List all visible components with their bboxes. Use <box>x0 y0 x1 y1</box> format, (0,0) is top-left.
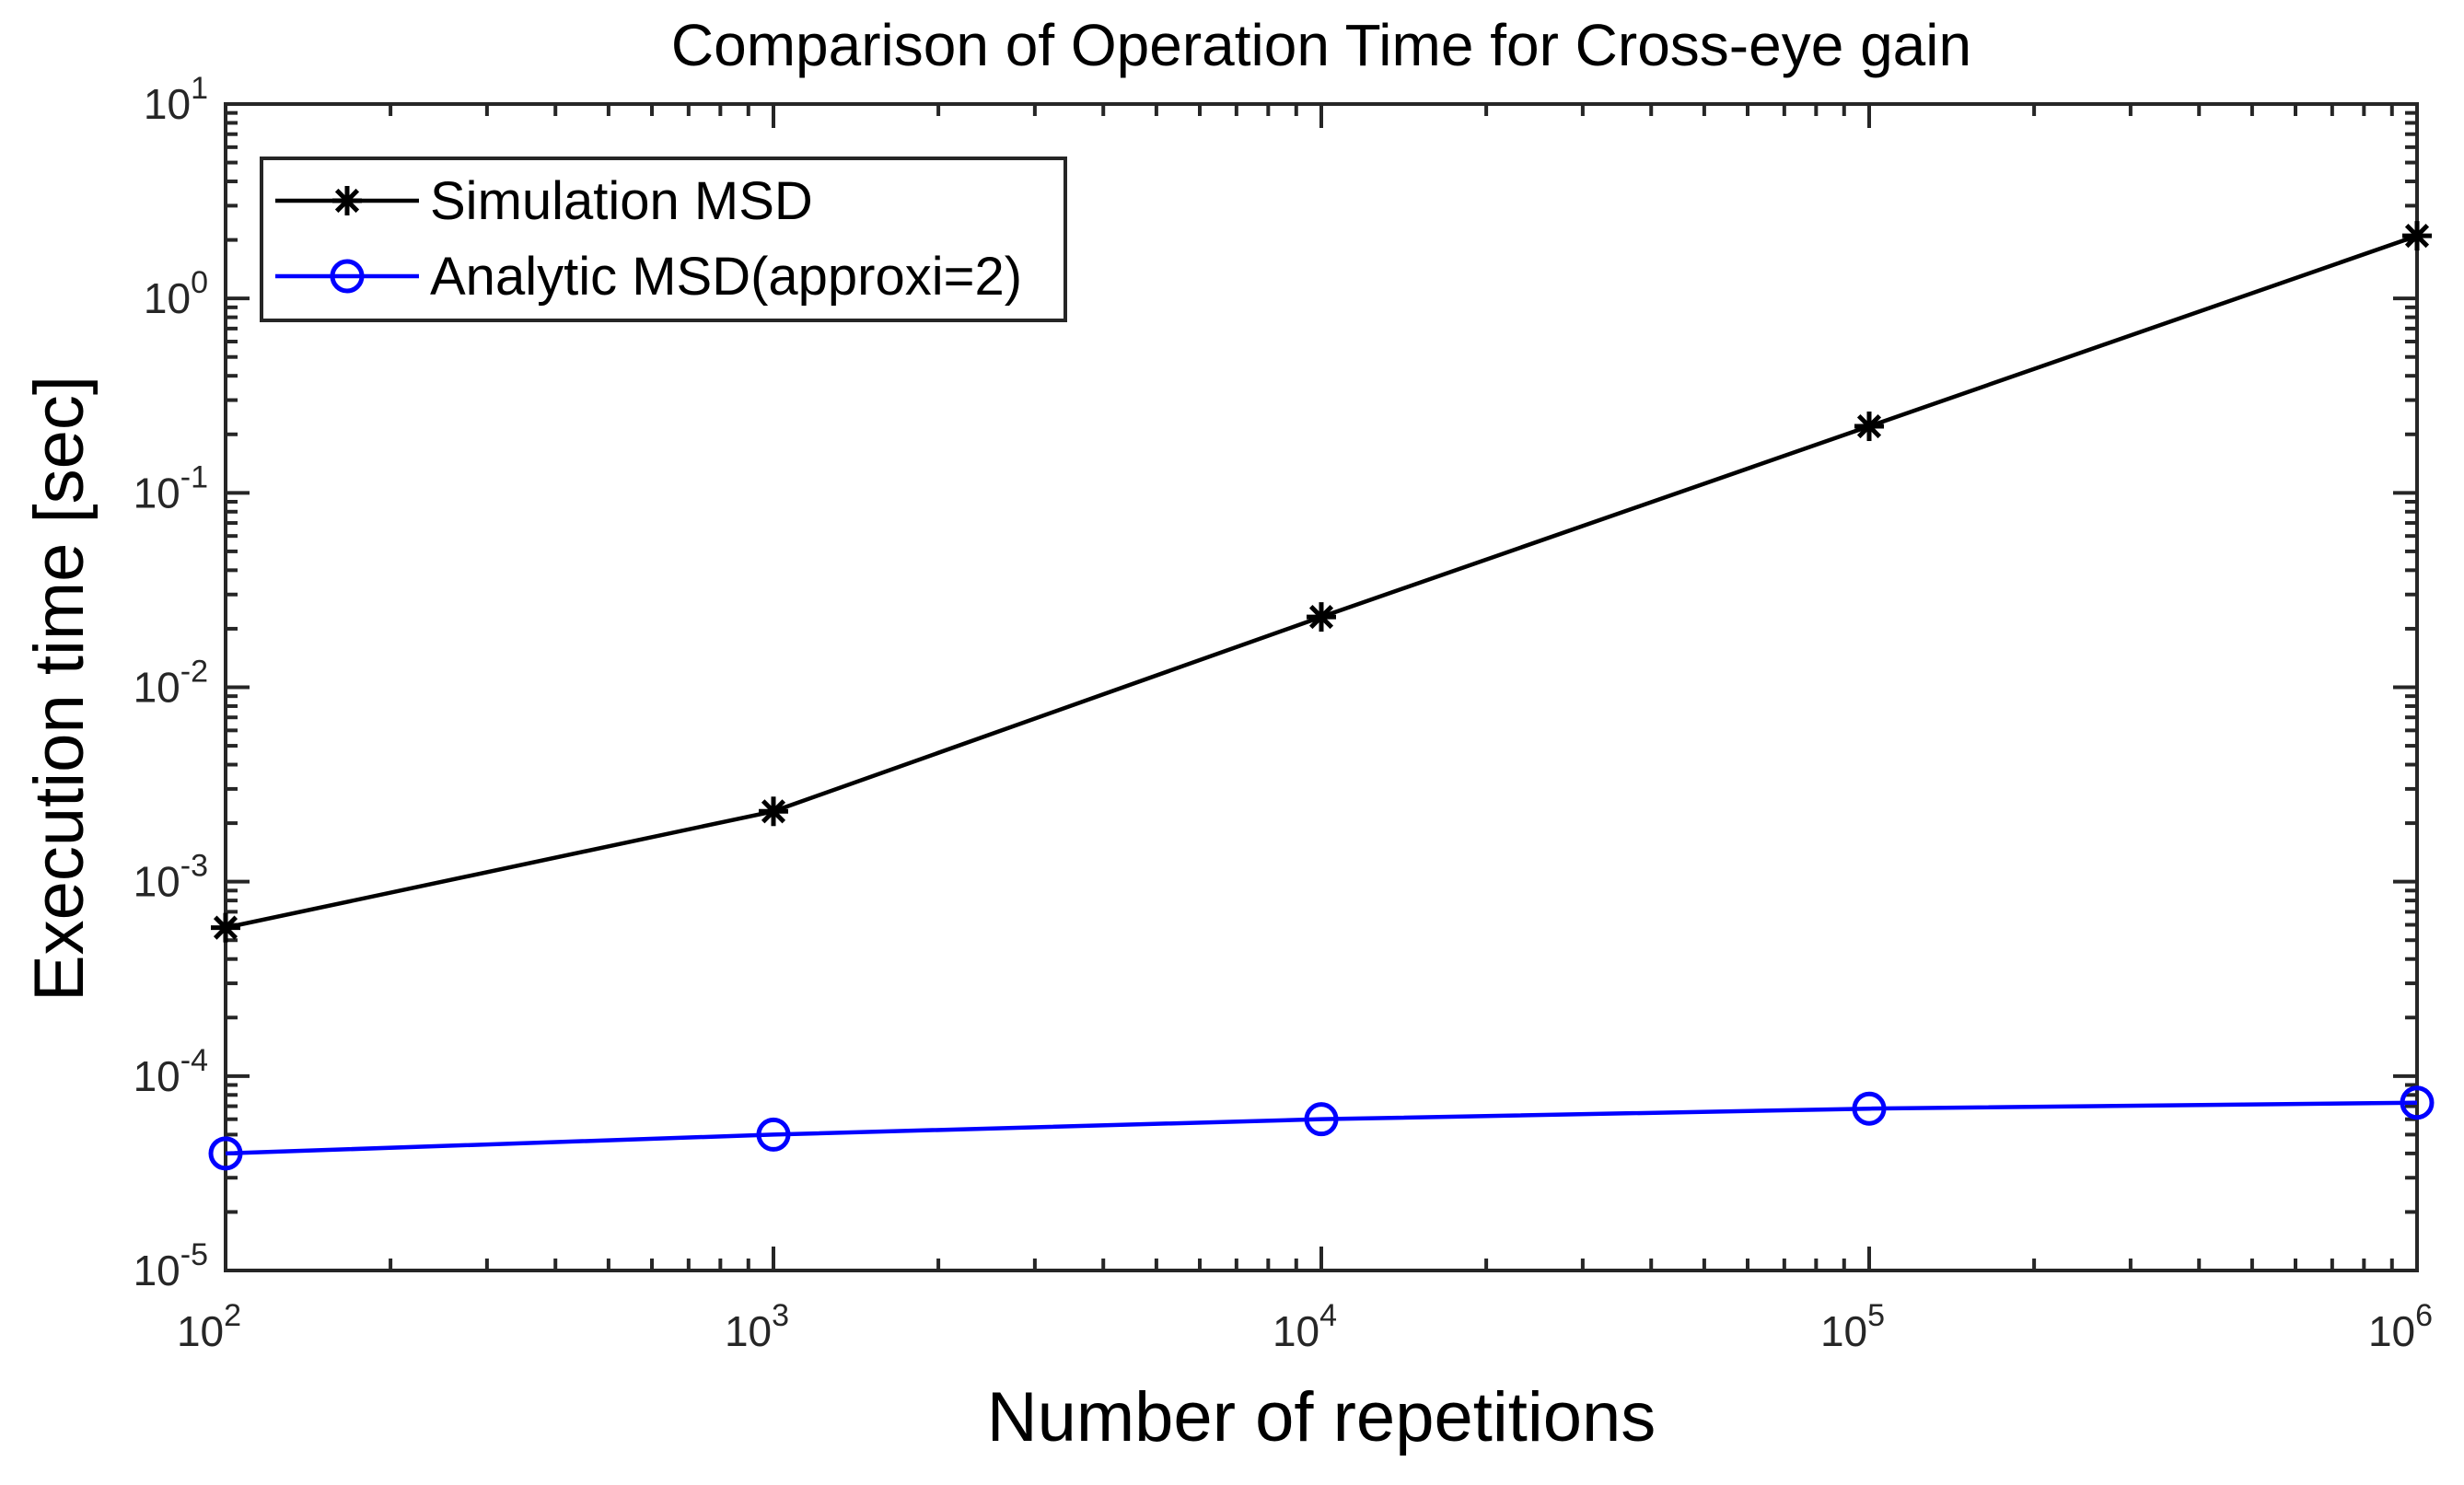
y-tick-label: 100 <box>144 265 208 322</box>
y-tick-label: 10-5 <box>134 1237 208 1294</box>
series-line-simulation-msd <box>225 233 2418 930</box>
x-tick-label: 102 <box>177 1298 241 1355</box>
x-tick-label: 104 <box>1273 1298 1337 1355</box>
legend-marker <box>332 186 362 215</box>
asterisk-arm <box>1856 413 1882 439</box>
asterisk-arm <box>761 799 786 824</box>
x-tick-label: 106 <box>2368 1298 2433 1355</box>
y-tick-label: 101 <box>144 71 208 128</box>
y-tick-label: 10-4 <box>134 1043 208 1100</box>
legend-marker <box>330 259 365 294</box>
x-tick-label: 103 <box>725 1298 789 1355</box>
legend: Simulation MSD Analytic MSD(approxi=2) <box>260 157 1067 322</box>
series-marker-simulation-msd <box>759 796 788 827</box>
series-marker-simulation-msd <box>211 912 240 943</box>
series-line-analytic-msd-approxi-2 <box>225 1100 2418 1156</box>
x-tick-label: 105 <box>1820 1298 1885 1355</box>
y-tick-label: 10-3 <box>134 849 208 906</box>
series-marker-analytic-msd-approxi-2 <box>208 1136 243 1171</box>
series-marker-analytic-msd-approxi-2 <box>756 1117 791 1152</box>
legend-entry: Analytic MSD(approxi=2) <box>275 247 1022 307</box>
series-marker-analytic-msd-approxi-2 <box>1852 1091 1887 1126</box>
legend-label: Simulation MSD <box>430 171 813 231</box>
chart-title: Comparison of Operation Time for Cross-e… <box>670 12 1972 78</box>
series-marker-simulation-msd <box>1854 412 1884 442</box>
asterisk-arm <box>334 188 360 214</box>
circle-marker <box>1304 1102 1339 1137</box>
legend-entry: Simulation MSD <box>275 171 813 231</box>
series-marker-analytic-msd-approxi-2 <box>1304 1102 1339 1137</box>
y-tick-label: 10-2 <box>134 655 208 712</box>
legend-label: Analytic MSD(approxi=2) <box>430 247 1022 307</box>
asterisk-arm <box>2404 224 2430 249</box>
circle-marker <box>1852 1091 1887 1126</box>
legend-box <box>260 157 1067 322</box>
asterisk-arm <box>1308 605 1334 630</box>
circle-marker <box>2400 1085 2435 1120</box>
x-axis-label: Number of repetitions <box>986 1378 1656 1456</box>
asterisk-arm <box>213 915 238 940</box>
y-axis-label: Execution time [sec] <box>20 375 99 1003</box>
circle-marker <box>208 1136 243 1171</box>
circle-marker <box>756 1117 791 1152</box>
series-marker-analytic-msd-approxi-2 <box>2400 1085 2435 1120</box>
y-tick-label: 10-1 <box>134 459 208 516</box>
series-marker-simulation-msd <box>1307 602 1336 632</box>
circle-marker <box>330 259 365 294</box>
series-marker-simulation-msd <box>2402 221 2432 251</box>
